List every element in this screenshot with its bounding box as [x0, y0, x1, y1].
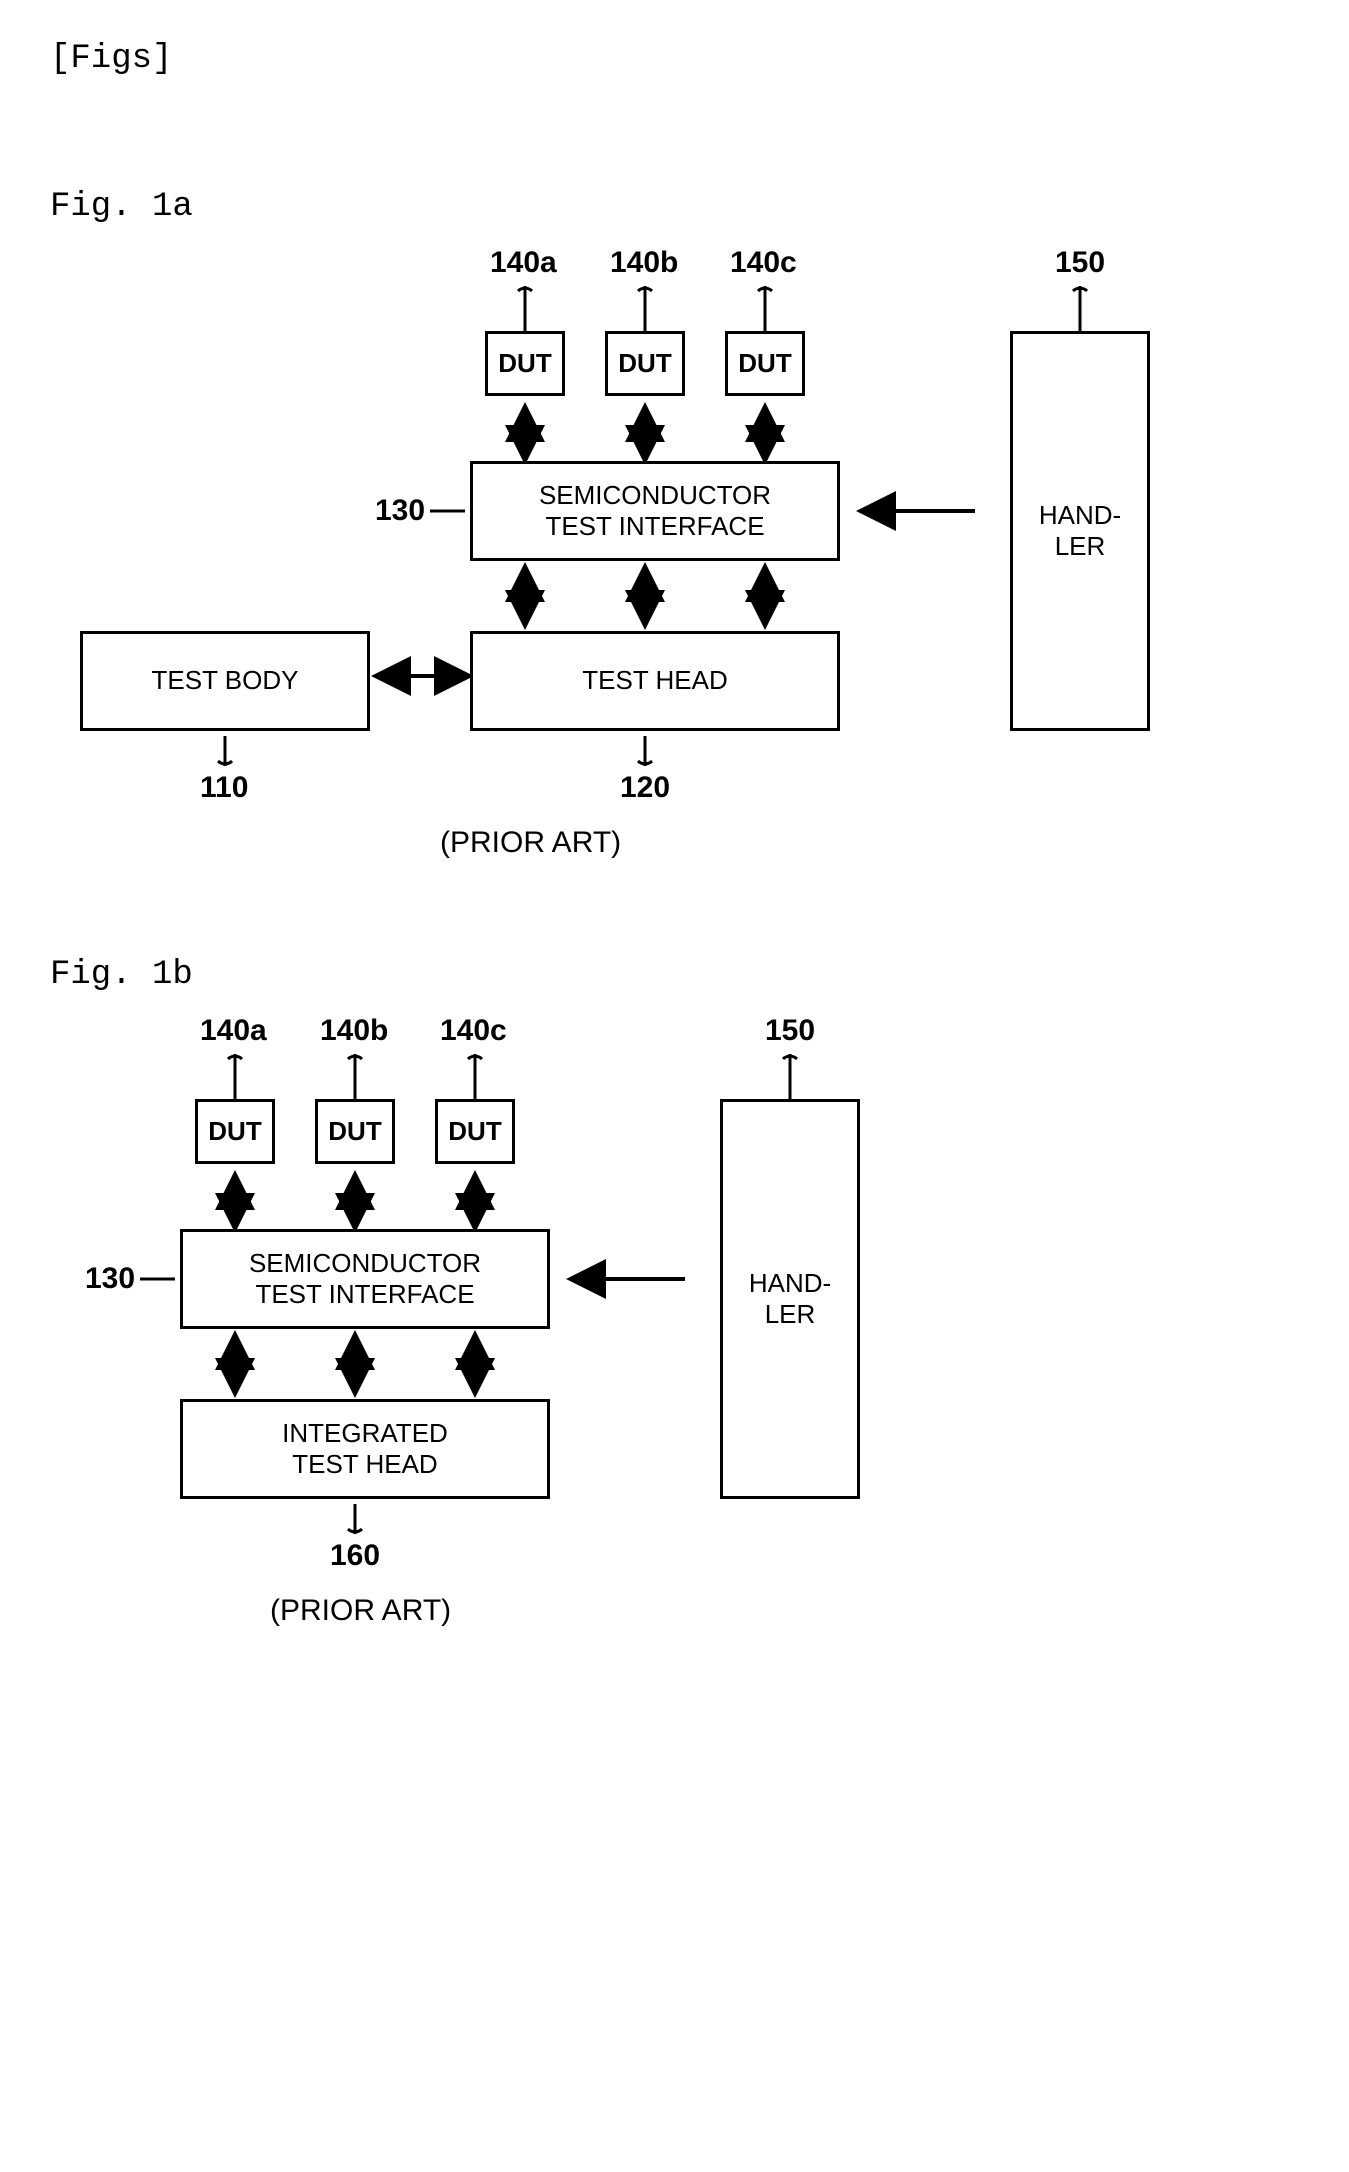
handler-line1-b: HAND- — [749, 1268, 831, 1299]
label-140a-b: 140a — [200, 1014, 267, 1048]
sti-line1: SEMICONDUCTOR — [539, 480, 771, 511]
dut-box-c: DUT — [725, 331, 805, 396]
dut-text: DUT — [738, 348, 791, 379]
label-130: 130 — [375, 494, 425, 528]
test-head-text: TEST HEAD — [582, 665, 727, 696]
fig1b-caption: (PRIOR ART) — [270, 1594, 451, 1628]
dut-box-c-b: DUT — [435, 1099, 515, 1164]
ith-line2: TEST HEAD — [282, 1449, 448, 1480]
label-160: 160 — [330, 1539, 380, 1573]
fig1a-title: Fig. 1a — [50, 188, 1299, 226]
fig1a-diagram: 140a 140b 140c 150 DUT DUT DUT SEMICONDU… — [70, 236, 1270, 896]
ith-box: INTEGRATED TEST HEAD — [180, 1399, 550, 1499]
dut-text: DUT — [498, 348, 551, 379]
label-110: 110 — [200, 771, 248, 805]
sti-box: SEMICONDUCTOR TEST INTERFACE — [470, 461, 840, 561]
test-body-text: TEST BODY — [152, 665, 299, 696]
handler-line2-b: LER — [749, 1299, 831, 1330]
label-130-b: 130 — [85, 1262, 135, 1296]
dut-text: DUT — [448, 1116, 501, 1147]
label-120: 120 — [620, 771, 670, 805]
label-150-b: 150 — [765, 1014, 815, 1048]
label-140c: 140c — [730, 246, 797, 280]
dut-text: DUT — [208, 1116, 261, 1147]
dut-box-a: DUT — [485, 331, 565, 396]
sti-line2: TEST INTERFACE — [539, 511, 771, 542]
test-body-box: TEST BODY — [80, 631, 370, 731]
test-head-box: TEST HEAD — [470, 631, 840, 731]
fig1b-title: Fig. 1b — [50, 956, 1299, 994]
fig1a-caption: (PRIOR ART) — [440, 826, 621, 860]
handler-line1: HAND- — [1039, 500, 1121, 531]
label-140b-b: 140b — [320, 1014, 388, 1048]
handler-box-b: HAND- LER — [720, 1099, 860, 1499]
dut-box-b-b: DUT — [315, 1099, 395, 1164]
label-150: 150 — [1055, 246, 1105, 280]
figs-header: [Figs] — [50, 40, 1299, 78]
dut-text: DUT — [328, 1116, 381, 1147]
label-140b: 140b — [610, 246, 678, 280]
ith-line1: INTEGRATED — [282, 1418, 448, 1449]
dut-text: DUT — [618, 348, 671, 379]
label-140c-b: 140c — [440, 1014, 507, 1048]
sti-box-b: SEMICONDUCTOR TEST INTERFACE — [180, 1229, 550, 1329]
sti-line1-b: SEMICONDUCTOR — [249, 1248, 481, 1279]
label-140a: 140a — [490, 246, 557, 280]
dut-box-a-b: DUT — [195, 1099, 275, 1164]
handler-box: HAND- LER — [1010, 331, 1150, 731]
fig1b-diagram: 140a 140b 140c 150 DUT DUT DUT SEMICONDU… — [70, 1004, 1070, 1664]
sti-line2-b: TEST INTERFACE — [249, 1279, 481, 1310]
handler-line2: LER — [1039, 531, 1121, 562]
dut-box-b: DUT — [605, 331, 685, 396]
